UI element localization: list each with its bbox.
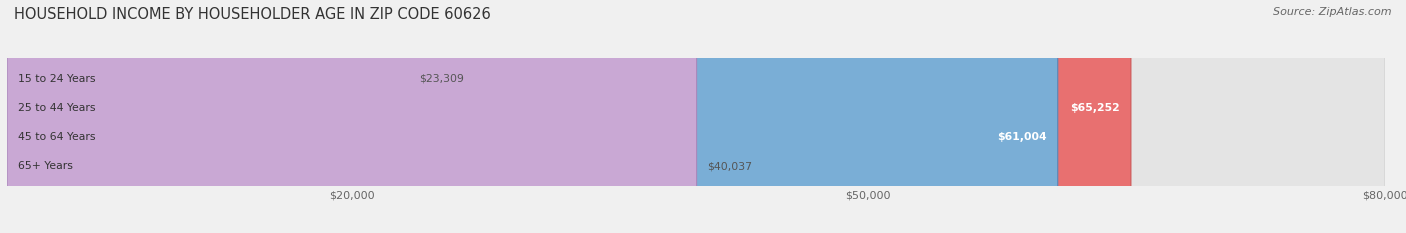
Text: 45 to 64 Years: 45 to 64 Years xyxy=(18,132,96,142)
FancyBboxPatch shape xyxy=(7,0,409,233)
Text: 65+ Years: 65+ Years xyxy=(18,161,73,171)
FancyBboxPatch shape xyxy=(7,0,1057,233)
Text: 15 to 24 Years: 15 to 24 Years xyxy=(18,74,96,84)
Text: $40,037: $40,037 xyxy=(707,161,752,171)
FancyBboxPatch shape xyxy=(7,0,1385,233)
Text: HOUSEHOLD INCOME BY HOUSEHOLDER AGE IN ZIP CODE 60626: HOUSEHOLD INCOME BY HOUSEHOLDER AGE IN Z… xyxy=(14,7,491,22)
Text: $65,252: $65,252 xyxy=(1070,103,1121,113)
FancyBboxPatch shape xyxy=(7,0,1385,233)
FancyBboxPatch shape xyxy=(7,0,1385,233)
Text: $61,004: $61,004 xyxy=(997,132,1047,142)
FancyBboxPatch shape xyxy=(7,0,1130,233)
FancyBboxPatch shape xyxy=(7,0,1385,233)
Text: $23,309: $23,309 xyxy=(419,74,464,84)
Text: Source: ZipAtlas.com: Source: ZipAtlas.com xyxy=(1274,7,1392,17)
FancyBboxPatch shape xyxy=(7,0,696,233)
Text: 25 to 44 Years: 25 to 44 Years xyxy=(18,103,96,113)
